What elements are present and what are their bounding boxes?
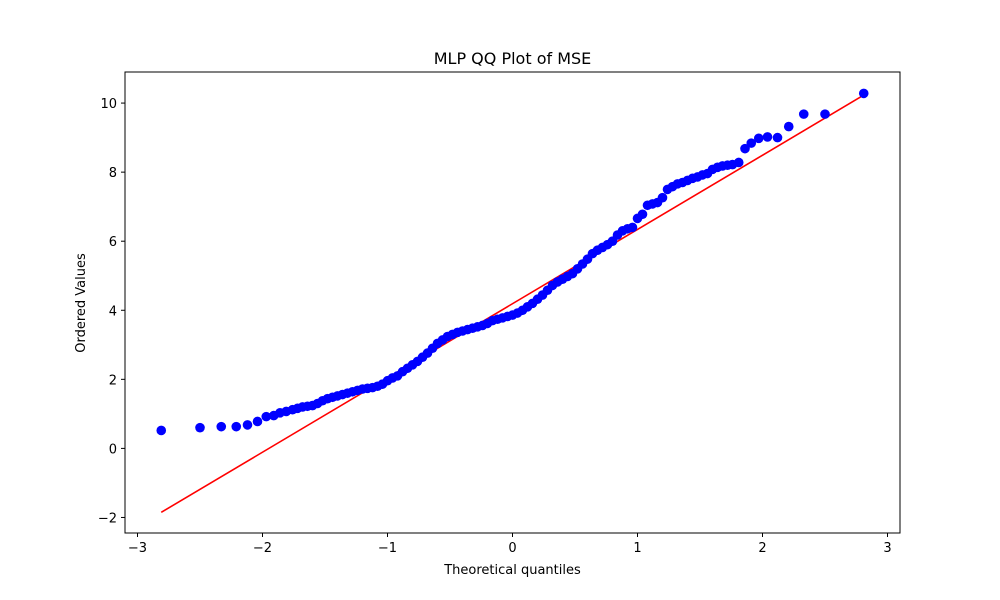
data-point [740,143,750,154]
data-point [753,133,764,144]
y-tick-label: 8 [109,166,117,181]
x-axis-label: Theoretical quantiles [443,563,581,578]
data-point [733,157,744,168]
chart-title: MLP QQ Plot of MSE [434,49,592,68]
x-axis-ticks: −3 −2 −1 0 1 2 3 [128,533,892,556]
data-point [242,420,253,430]
data-point [746,138,757,148]
y-tick-label: 10 [100,97,117,112]
y-tick-label: −2 [98,511,117,526]
data-point [216,421,227,432]
data-point [195,422,205,433]
data-point [762,132,773,142]
data-point [820,109,830,119]
points-layer [156,88,869,436]
x-tick-label: −1 [378,541,397,556]
y-tick-label: 0 [109,442,117,457]
data-point [858,88,869,99]
data-point [783,121,794,132]
y-axis-ticks: −2 0 2 4 6 8 10 [98,97,125,526]
fit-line-layer [160,94,865,514]
x-tick-label: 3 [883,541,891,556]
data-point [252,416,263,427]
data-point [798,109,809,119]
x-tick-label: 0 [508,541,516,556]
x-tick-label: 1 [633,541,641,556]
data-point [637,209,648,220]
data-point [627,222,638,233]
data-point [231,421,242,432]
x-tick-label: 2 [758,541,766,556]
y-tick-label: 4 [109,304,117,319]
data-point [261,411,272,422]
y-axis-label: Ordered Values [74,253,89,353]
data-point [772,132,783,143]
y-tick-label: 6 [109,235,117,250]
x-tick-label: −3 [128,541,147,556]
y-tick-label: 2 [109,373,117,388]
fit-line [160,94,865,514]
plot-area [156,88,869,514]
x-tick-label: −2 [253,541,272,556]
data-point [156,425,167,436]
data-point [657,192,668,203]
